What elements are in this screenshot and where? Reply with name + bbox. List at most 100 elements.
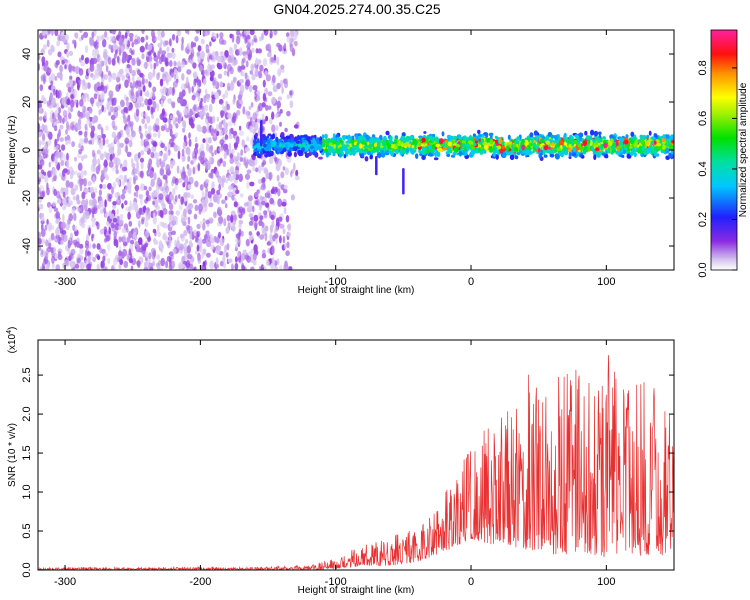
spectrogram-signal-cell [270, 143, 276, 148]
spectrogram-signal-cell [604, 154, 609, 159]
spectrogram-noise-cell [250, 266, 255, 270]
spectrogram-noise-cell [166, 46, 170, 53]
spectrogram-noise-cell [162, 117, 168, 123]
spectrogram-noise-cell [96, 149, 101, 155]
spectrogram-noise-cell [78, 57, 82, 63]
spectrogram-noise-cell [98, 139, 104, 147]
spectrogram-noise-cell [215, 170, 220, 178]
spectrogram-noise-cell [255, 167, 259, 173]
spectrogram-noise-cell [261, 200, 266, 206]
spectrogram-noise-cell [38, 246, 42, 251]
spectrogram-noise-cell [253, 253, 258, 260]
spectrogram-noise-cell [221, 39, 227, 46]
spectrogram-noise-cell [290, 170, 293, 178]
spectrogram-noise-cell [80, 204, 83, 214]
spectrogram-noise-cell [182, 127, 186, 133]
spectrogram-signal-cell [463, 150, 468, 156]
spectrogram-noise-cell [140, 102, 145, 108]
snr-series-line [38, 355, 674, 570]
spectrogram-noise-cell [132, 201, 138, 207]
spectrogram-noise-cell [80, 61, 85, 67]
spectrogram-noise-cell [135, 189, 139, 198]
spectrogram-signal-cell [402, 137, 407, 142]
spectrogram-noise-cell [197, 255, 202, 264]
spectrogram-noise-cell [276, 56, 280, 66]
spectrogram-noise-cell [271, 256, 275, 266]
spectrogram-noise-cell [200, 50, 205, 60]
spectrogram-noise-cell [234, 156, 240, 162]
spectrogram-noise-cell [108, 44, 112, 49]
spectrogram-signal-cell [377, 141, 381, 148]
spectrogram-noise-cell [101, 183, 107, 190]
spectrogram-signal-cell [428, 144, 432, 151]
colorbar-tick-label: 0.4 [697, 161, 709, 176]
spectrogram-noise-cell [147, 105, 150, 111]
spectrogram-noise-cell [40, 216, 45, 222]
spectrogram-noise-cell [295, 169, 299, 177]
spectrogram-noise-cell [171, 134, 175, 142]
spectrogram-noise-cell [178, 265, 183, 270]
spectrogram-noise-cell [223, 70, 228, 76]
spectrogram-noise-cell [124, 185, 129, 193]
spectrogram-noise-cell [150, 151, 155, 159]
spectrogram-noise-cell [52, 97, 56, 106]
spectrogram-noise-cell [160, 66, 165, 73]
spectrogram-noise-cell [218, 62, 223, 70]
spectrogram-signal-cell [629, 138, 635, 145]
spectrogram-noise-cell [223, 262, 226, 269]
spectrogram-noise-cell [186, 163, 190, 170]
spectrogram-noise-cell [200, 38, 205, 45]
spectrogram-signal-cell [470, 149, 476, 155]
spectrogram-noise-cell [138, 194, 144, 199]
spectrogram-noise-cell [175, 123, 179, 129]
spectrogram-noise-cell [41, 174, 45, 180]
spectrogram-noise-cell [266, 241, 271, 246]
spectrogram-noise-cell [239, 157, 244, 162]
spectrogram-cells [38, 30, 674, 270]
spectrogram-noise-cell [217, 177, 221, 184]
spectrogram-noise-cell [46, 218, 49, 225]
spectrogram-noise-cell [96, 243, 101, 250]
spectrogram-noise-cell [232, 172, 237, 180]
spectrogram-noise-cell [171, 52, 176, 59]
spectrogram-noise-cell [115, 177, 120, 183]
spectrogram-noise-cell [125, 96, 129, 102]
spectrogram-noise-cell [228, 142, 232, 152]
spectrogram-noise-cell [179, 97, 184, 105]
spectrogram-signal-cell [463, 146, 467, 152]
spectrogram-signal-cell [295, 140, 300, 144]
spectrogram-noise-cell [231, 195, 235, 201]
spectrogram-noise-cell [118, 174, 124, 180]
spectrogram-noise-cell [238, 47, 243, 56]
spectrogram-signal-cell [656, 142, 662, 147]
spectrogram-noise-cell [66, 91, 69, 99]
spectrogram-noise-cell [176, 110, 180, 116]
spectrogram-noise-cell [261, 32, 264, 41]
spectrogram-signal-cell [324, 133, 328, 139]
spectrogram-signal-cell [404, 141, 409, 147]
spectrogram-noise-cell [270, 57, 274, 63]
spectrogram-noise-cell [98, 189, 102, 197]
spectrogram-noise-cell [113, 257, 118, 266]
spectrogram-noise-cell [59, 124, 64, 130]
spectrogram-noise-cell [225, 252, 229, 258]
spectrogram-signal-cell [502, 152, 507, 159]
spectrogram-signal-cell [333, 143, 337, 149]
spectrogram-noise-cell [46, 100, 52, 106]
spectrogram-noise-cell [81, 155, 84, 162]
spectrogram-signal-cell [496, 150, 500, 155]
spectrogram-noise-cell [173, 144, 179, 152]
spectrogram-signal-cell [264, 136, 268, 142]
spectrogram-noise-cell [108, 193, 113, 200]
spectrogram-noise-cell [239, 193, 244, 198]
spectrogram-noise-cell [133, 112, 137, 120]
spectrogram-noise-cell [162, 159, 166, 167]
spectrogram-noise-cell [66, 169, 70, 175]
spectrogram-noise-cell [191, 151, 195, 158]
spectrogram-noise-cell [56, 198, 62, 204]
spectrogram-noise-cell [125, 67, 129, 74]
spectrogram-noise-cell [139, 157, 145, 163]
spectrogram-signal-cell [292, 146, 297, 151]
spectrogram-noise-cell [80, 178, 84, 186]
spectrogram-noise-cell [117, 55, 120, 64]
